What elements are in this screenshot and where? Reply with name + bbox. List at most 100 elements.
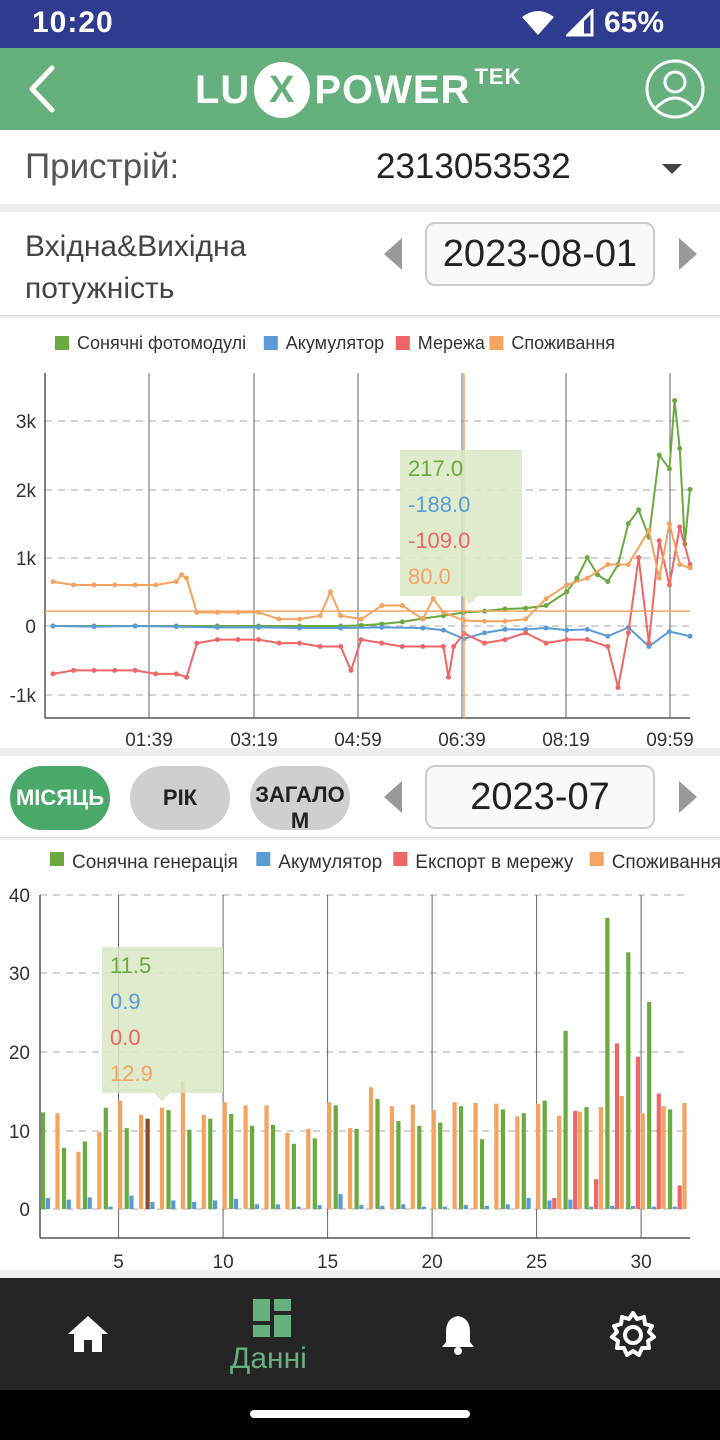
y-tick-label: 2k bbox=[16, 481, 37, 502]
data-point-grid bbox=[440, 644, 446, 649]
bar-solar bbox=[333, 1105, 338, 1209]
tooltip-value: 0.0 bbox=[110, 1025, 141, 1050]
bar-solar bbox=[103, 1107, 108, 1209]
x-tick-label: 06:39 bbox=[438, 730, 486, 748]
bar-consumption bbox=[55, 1113, 60, 1209]
nav-notifications[interactable] bbox=[420, 1278, 496, 1390]
legend-swatch bbox=[489, 336, 504, 350]
bar-consumption bbox=[368, 1087, 374, 1209]
status-bar: 10:20 65% bbox=[0, 0, 720, 48]
data-point-solar bbox=[605, 579, 611, 585]
data-point-battery bbox=[420, 625, 426, 631]
next-month-icon[interactable] bbox=[679, 781, 697, 813]
data-point-battery bbox=[91, 624, 97, 630]
next-day-icon[interactable] bbox=[679, 238, 697, 270]
bar-consumption bbox=[619, 1095, 624, 1209]
bar-battery bbox=[526, 1198, 531, 1209]
bar-consumption bbox=[139, 1114, 144, 1209]
data-point-battery bbox=[564, 627, 570, 633]
bar-battery bbox=[442, 1206, 448, 1209]
home-gesture-handle[interactable] bbox=[250, 1410, 470, 1418]
legend-label: Акумулятор bbox=[278, 852, 382, 873]
energy-bar-chart[interactable]: Сонячна генерація Акумулятор Експорт в мер… bbox=[0, 840, 720, 1273]
tooltip-value: 80.0 bbox=[408, 564, 451, 589]
data-point-battery bbox=[132, 623, 138, 629]
data-point-grid bbox=[255, 637, 261, 643]
legend-swatch bbox=[50, 852, 64, 866]
nav-home[interactable] bbox=[50, 1278, 126, 1390]
nav-data-label: Данні bbox=[230, 1342, 307, 1375]
bar-consumption bbox=[452, 1102, 457, 1209]
previous-day-icon[interactable] bbox=[384, 238, 402, 270]
bar-consumption bbox=[306, 1128, 311, 1209]
bar-grid bbox=[614, 1043, 620, 1209]
data-point-solar bbox=[379, 621, 385, 627]
data-point-battery bbox=[255, 624, 261, 630]
month-date-picker[interactable]: 2023-07 bbox=[425, 765, 655, 829]
bar-consumption bbox=[118, 1100, 123, 1209]
tab-month[interactable]: МІСЯЦЬ bbox=[10, 766, 110, 830]
bar-battery bbox=[129, 1195, 134, 1209]
signal-icon bbox=[565, 9, 594, 37]
data-point-grid bbox=[297, 640, 303, 646]
bar-solar bbox=[375, 1099, 380, 1209]
series-line-grid bbox=[52, 526, 691, 688]
bar-consumption bbox=[410, 1104, 415, 1209]
data-point-grid bbox=[564, 637, 570, 643]
dropdown-caret-icon[interactable] bbox=[662, 164, 682, 174]
bell-icon bbox=[442, 1316, 474, 1355]
legend-label: Мережа bbox=[418, 333, 486, 353]
data-point-grid bbox=[502, 637, 508, 643]
legend-label: Споживання bbox=[612, 852, 720, 873]
data-point-solar bbox=[543, 603, 549, 608]
bar-solar bbox=[459, 1106, 464, 1209]
tab-year[interactable]: РІК bbox=[130, 766, 230, 830]
power-line-chart[interactable]: Сонячні фотомодулі Акумулятор Мережа Спожив… bbox=[0, 318, 720, 751]
x-tick-label: 03:19 bbox=[230, 730, 278, 748]
data-point-grid bbox=[615, 685, 621, 690]
bar-consumption bbox=[97, 1132, 102, 1209]
back-arrow-icon[interactable] bbox=[18, 60, 76, 118]
x-tick-label: 09:59 bbox=[646, 730, 694, 748]
bar-battery bbox=[463, 1205, 468, 1209]
nav-data[interactable]: Данні bbox=[226, 1278, 322, 1390]
legend-swatch bbox=[55, 336, 69, 350]
data-point-consumption bbox=[327, 589, 333, 595]
data-point-battery bbox=[605, 633, 611, 639]
user-profile-icon[interactable] bbox=[644, 58, 706, 120]
data-point-grid bbox=[523, 630, 529, 636]
bar-battery bbox=[651, 1206, 657, 1209]
x-tick-label: 5 bbox=[113, 1252, 124, 1270]
device-selector[interactable]: Пристрій: 2313053532 bbox=[0, 130, 720, 204]
bar-battery bbox=[108, 1206, 113, 1209]
tooltip-pointer bbox=[462, 596, 478, 604]
bar-battery bbox=[233, 1198, 239, 1209]
bar-solar bbox=[417, 1125, 422, 1209]
power-date-picker[interactable]: 2023-08-01 bbox=[425, 222, 655, 286]
bar-consumption bbox=[180, 1081, 185, 1209]
data-point-solar bbox=[656, 452, 662, 458]
data-point-battery bbox=[584, 626, 590, 632]
data-point-consumption bbox=[297, 616, 303, 622]
data-point-battery bbox=[482, 630, 488, 636]
tab-total[interactable]: ЗАГАЛО М bbox=[250, 766, 350, 830]
nav-settings[interactable] bbox=[596, 1278, 672, 1390]
bottom-navigation: Данні bbox=[0, 1278, 720, 1390]
x-tick-label: 15 bbox=[317, 1252, 338, 1270]
wifi-icon bbox=[521, 11, 554, 35]
bar-consumption bbox=[536, 1103, 541, 1209]
data-point-grid bbox=[687, 562, 693, 567]
previous-month-icon[interactable] bbox=[384, 781, 402, 813]
data-point-grid bbox=[338, 644, 344, 649]
data-point-consumption bbox=[178, 572, 184, 578]
data-point-grid bbox=[358, 637, 364, 643]
data-point-consumption bbox=[605, 562, 611, 567]
y-tick-label: 30 bbox=[9, 964, 30, 985]
data-point-consumption bbox=[543, 596, 549, 602]
data-point-grid bbox=[348, 667, 354, 673]
data-point-consumption bbox=[50, 579, 56, 585]
system-navigation-bar bbox=[0, 1390, 720, 1440]
y-tick-label: 0 bbox=[25, 617, 36, 638]
data-point-consumption bbox=[677, 562, 683, 567]
bar-consumption bbox=[515, 1116, 520, 1209]
